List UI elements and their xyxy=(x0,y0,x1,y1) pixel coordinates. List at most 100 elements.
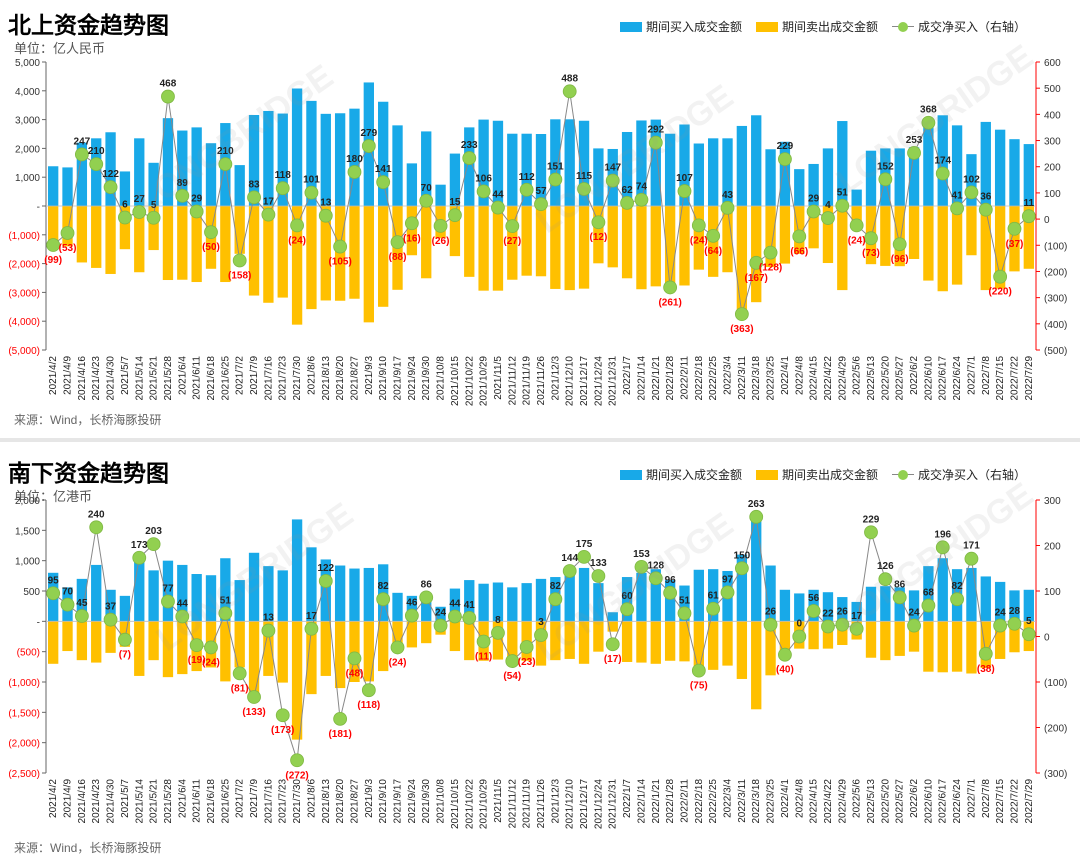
x-axis-tick-label: 2022/7/15 xyxy=(995,779,1006,824)
buy-bar xyxy=(91,564,102,622)
x-axis-tick-label: 2021/11/19 xyxy=(522,779,533,829)
x-axis-tick-label: 2021/5/14 xyxy=(134,779,145,824)
buy-bar xyxy=(664,580,676,622)
net-buy-point xyxy=(404,608,419,623)
buy-bar xyxy=(593,148,604,206)
buy-bar xyxy=(320,113,331,206)
buy-bar xyxy=(263,566,274,622)
net-buy-point xyxy=(118,210,132,225)
net-buy-point xyxy=(821,211,835,225)
buy-bar xyxy=(334,113,346,206)
sell-bar xyxy=(464,206,475,277)
net-buy-data-label: (128) xyxy=(759,263,782,274)
legend-buy-label: 期间买入成交金额 xyxy=(645,20,742,34)
net-buy-data-label: 292 xyxy=(647,125,664,136)
net-buy-data-label: 102 xyxy=(963,174,980,185)
net-buy-point xyxy=(778,647,792,662)
buy-bar xyxy=(650,569,661,622)
net-buy-data-label: (27) xyxy=(503,236,521,247)
sell-bar xyxy=(621,206,633,279)
southbound-panel: 南下资金趋势图 单位：亿港币 期间买入成交金额 期间卖出成交金额 成交净买入（右… xyxy=(0,448,1080,858)
net-buy-data-label: (12) xyxy=(589,232,607,243)
buy-bar xyxy=(291,88,303,206)
x-axis-tick-label: 2021/7/2 xyxy=(235,779,246,818)
x-axis-tick-label: 2021/4/30 xyxy=(106,779,117,824)
net-buy-data-label: 203 xyxy=(145,526,162,537)
sell-bar xyxy=(994,621,1006,659)
sell-bar xyxy=(564,621,575,659)
net-buy-point xyxy=(534,197,548,212)
legend-sell-label: 期间卖出成交金额 xyxy=(781,468,878,482)
sell-bar xyxy=(1009,206,1020,272)
sell-bar xyxy=(406,621,418,648)
right-axis-tick-label: 200 xyxy=(1044,163,1061,174)
net-buy-data-label: 15 xyxy=(449,197,461,208)
net-buy-data-label: 17 xyxy=(263,197,275,208)
buy-bar xyxy=(291,519,303,622)
net-buy-data-label: (54) xyxy=(503,671,521,682)
x-axis-tick-label: 2022/1/14 xyxy=(636,356,647,401)
net-buy-data-label: (133) xyxy=(242,707,265,718)
net-buy-data-label: (17) xyxy=(604,654,622,665)
sell-bar xyxy=(593,206,604,264)
x-axis-tick-label: 2022/1/28 xyxy=(665,779,676,824)
net-buy-data-label: 3 xyxy=(538,617,544,628)
net-buy-point xyxy=(605,173,620,188)
sell-bar xyxy=(837,206,848,291)
buy-bar xyxy=(1009,590,1020,622)
net-buy-data-label: 5 xyxy=(1026,616,1032,627)
x-axis-tick-label: 2021/9/24 xyxy=(407,356,418,401)
x-axis-tick-label: 2021/8/6 xyxy=(306,356,317,395)
x-axis-tick-label: 2021/7/2 xyxy=(235,356,246,395)
net-buy-data-label: 82 xyxy=(550,581,562,592)
net-buy-data-label: (24) xyxy=(848,235,866,246)
net-buy-point xyxy=(261,207,276,222)
net-buy-point xyxy=(634,559,649,574)
net-buy-data-label: 51 xyxy=(679,595,691,606)
x-axis-tick-label: 2021/5/28 xyxy=(163,779,174,824)
net-buy-data-label: 82 xyxy=(952,581,964,592)
buy-bar xyxy=(406,163,418,206)
net-buy-data-label: 60 xyxy=(622,591,634,602)
net-buy-point xyxy=(978,646,993,661)
buy-bar xyxy=(937,558,948,622)
net-buy-point xyxy=(261,623,276,638)
x-axis-tick-label: 2021/9/3 xyxy=(364,779,375,818)
x-axis-tick-label: 2021/7/16 xyxy=(263,779,274,824)
sell-bar xyxy=(234,621,245,668)
x-axis-tick-label: 2021/9/24 xyxy=(407,779,418,824)
net-buy-point xyxy=(376,592,391,607)
net-buy-point xyxy=(548,172,563,187)
net-buy-data-label: 174 xyxy=(934,156,951,167)
x-axis-tick-label: 2021/6/18 xyxy=(206,779,217,824)
net-buy-point xyxy=(433,618,448,633)
net-buy-point xyxy=(620,195,634,210)
buy-bar xyxy=(234,165,245,206)
left-axis-tick-label: (1,000) xyxy=(8,231,40,242)
sell-bar xyxy=(378,621,389,672)
net-buy-point xyxy=(232,253,247,268)
left-axis-tick-label: 1,000 xyxy=(15,173,40,184)
buy-bar xyxy=(779,141,791,206)
buy-bar xyxy=(908,590,920,622)
net-buy-point xyxy=(290,753,304,768)
x-axis-tick-label: 2022/6/17 xyxy=(938,356,949,401)
buy-bar xyxy=(1023,589,1034,622)
net-buy-point xyxy=(620,602,634,617)
net-buy-point xyxy=(548,592,563,607)
x-axis-tick-label: 2021/7/23 xyxy=(278,779,289,824)
buy-bar xyxy=(894,148,905,206)
legend-net-label: 成交净买入（右轴） xyxy=(917,20,1026,34)
sell-bar xyxy=(593,621,604,652)
net-buy-data-label: 8 xyxy=(495,615,501,626)
net-buy-point xyxy=(304,621,319,636)
x-axis-tick-label: 2022/7/22 xyxy=(1010,356,1021,401)
buy-bar xyxy=(205,575,217,622)
x-axis-tick-label: 2022/2/11 xyxy=(680,779,691,823)
net-buy-point xyxy=(204,225,218,240)
net-buy-point xyxy=(950,201,964,216)
x-axis-tick-label: 2022/5/20 xyxy=(880,779,891,824)
sell-bar xyxy=(119,206,131,250)
net-buy-data-label: (24) xyxy=(690,235,708,246)
x-axis-tick-label: 2022/7/29 xyxy=(1024,356,1035,401)
